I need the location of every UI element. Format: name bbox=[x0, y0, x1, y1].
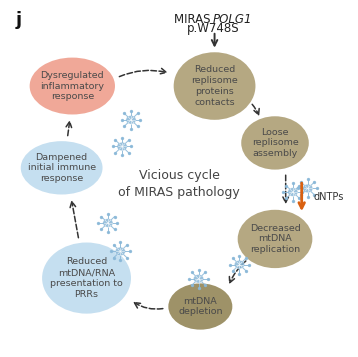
Ellipse shape bbox=[117, 142, 127, 151]
Text: mtDNA
depletion: mtDNA depletion bbox=[178, 297, 223, 316]
Text: Decreased
mtDNA
replication: Decreased mtDNA replication bbox=[250, 224, 300, 254]
Ellipse shape bbox=[193, 275, 204, 283]
Ellipse shape bbox=[238, 210, 312, 268]
Ellipse shape bbox=[103, 219, 113, 227]
Text: Vicious cycle
of MIRAS pathology: Vicious cycle of MIRAS pathology bbox=[118, 169, 240, 199]
Text: p.W748S: p.W748S bbox=[187, 22, 239, 35]
Ellipse shape bbox=[241, 116, 309, 170]
Ellipse shape bbox=[30, 57, 115, 115]
Ellipse shape bbox=[126, 116, 136, 124]
Text: Dysregulated
inflammatory
response: Dysregulated inflammatory response bbox=[40, 71, 104, 101]
Text: Dampened
initial immune
response: Dampened initial immune response bbox=[28, 152, 96, 183]
Ellipse shape bbox=[288, 188, 298, 196]
Text: MIRAS: MIRAS bbox=[174, 14, 213, 26]
Text: j: j bbox=[15, 11, 21, 29]
Ellipse shape bbox=[21, 141, 102, 195]
Ellipse shape bbox=[168, 283, 232, 330]
Ellipse shape bbox=[115, 247, 125, 256]
Ellipse shape bbox=[174, 52, 256, 120]
Ellipse shape bbox=[303, 184, 313, 193]
Text: Loose
replisome
assembly: Loose replisome assembly bbox=[252, 128, 298, 158]
Ellipse shape bbox=[234, 260, 245, 269]
Text: Reduced
mtDNA/RNA
presentation to
PRRs: Reduced mtDNA/RNA presentation to PRRs bbox=[50, 257, 123, 299]
Text: Reduced
replisome
proteins
contacts: Reduced replisome proteins contacts bbox=[191, 65, 238, 107]
Ellipse shape bbox=[42, 242, 131, 314]
Text: POLG1: POLG1 bbox=[213, 14, 252, 26]
Text: dNTPs: dNTPs bbox=[313, 192, 344, 202]
